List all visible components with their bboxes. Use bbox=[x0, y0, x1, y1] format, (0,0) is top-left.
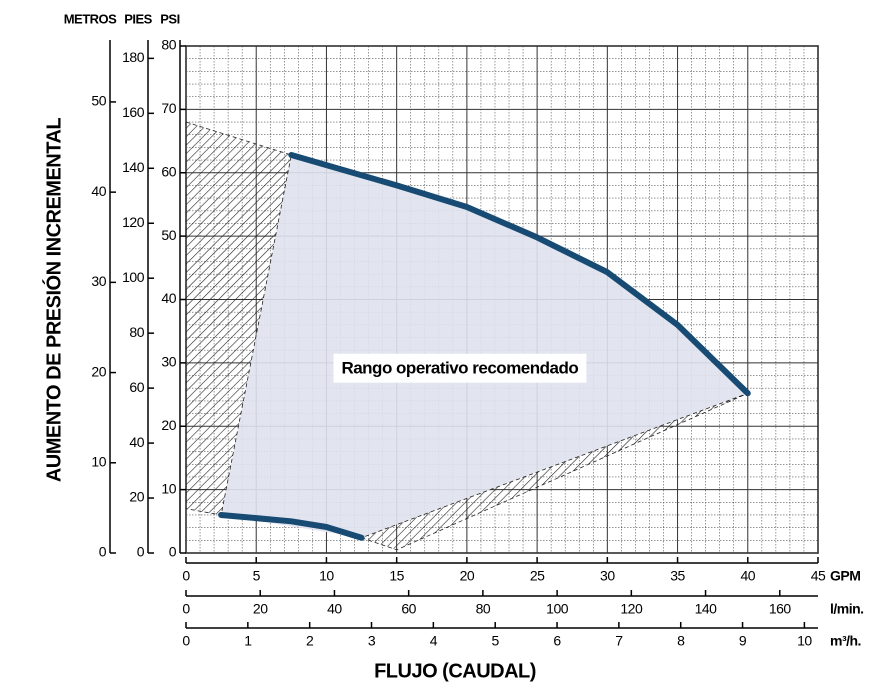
y-tick-label: 50 bbox=[161, 227, 176, 243]
x-tick-label: 10 bbox=[797, 633, 812, 649]
x-tick-label: 0 bbox=[182, 568, 190, 584]
x-axis-unit: GPM bbox=[830, 568, 860, 584]
y-tick-label: 70 bbox=[161, 100, 176, 116]
x-tick-label: 4 bbox=[430, 633, 438, 649]
x-tick-label: 30 bbox=[600, 568, 615, 584]
x-axis-unit: l/min. bbox=[830, 601, 864, 617]
x-tick-label: 0 bbox=[182, 633, 190, 649]
x-tick-label: 120 bbox=[620, 601, 643, 617]
x-tick-label: 20 bbox=[460, 568, 475, 584]
pump-curve bbox=[218, 511, 365, 541]
y-tick-label: 140 bbox=[122, 159, 145, 175]
x-tick-label: 20 bbox=[253, 601, 268, 617]
y-axis-unit: PSI bbox=[160, 11, 179, 26]
y-tick-label: 80 bbox=[161, 37, 176, 53]
y-tick-label: 80 bbox=[129, 324, 144, 340]
y-tick-label: 100 bbox=[122, 269, 145, 285]
y-tick-label: 60 bbox=[129, 379, 144, 395]
y-tick-label: 0 bbox=[137, 544, 145, 560]
y-tick-label: 60 bbox=[161, 163, 176, 179]
x-tick-label: 3 bbox=[368, 633, 376, 649]
x-tick-label: 35 bbox=[670, 568, 685, 584]
y-tick-label: 30 bbox=[91, 273, 106, 289]
y-axis-title: AUMENTO DE PRESIÓN INCREMENTAL bbox=[41, 118, 65, 483]
x-tick-label: 5 bbox=[253, 568, 261, 584]
annotation-box bbox=[333, 353, 587, 383]
x-tick-label: 10 bbox=[319, 568, 334, 584]
x-tick-label: 40 bbox=[740, 568, 755, 584]
x-axis-title: FLUJO (CAUDAL) bbox=[374, 660, 536, 682]
x-axis-unit: m³/h. bbox=[830, 633, 861, 649]
y-tick-label: 180 bbox=[122, 49, 145, 65]
y-tick-label: 50 bbox=[91, 93, 106, 109]
y-tick-label: 0 bbox=[99, 544, 107, 560]
y-tick-label: 20 bbox=[161, 417, 176, 433]
y-axis-unit: PIES bbox=[124, 11, 152, 26]
x-tick-label: 5 bbox=[492, 633, 500, 649]
x-tick-label: 1 bbox=[244, 633, 252, 649]
x-tick-label: 100 bbox=[546, 601, 569, 617]
x-tick-label: 9 bbox=[739, 633, 747, 649]
pump-curve bbox=[288, 152, 751, 397]
x-tick-label: 140 bbox=[695, 601, 718, 617]
x-tick-label: 40 bbox=[327, 601, 342, 617]
x-tick-label: 160 bbox=[769, 601, 792, 617]
y-tick-label: 40 bbox=[91, 183, 106, 199]
x-tick-label: 8 bbox=[677, 633, 685, 649]
y-tick-label: 120 bbox=[122, 214, 145, 230]
annotation: Rango operativo recomendado bbox=[341, 359, 578, 378]
y-tick-label: 30 bbox=[161, 354, 176, 370]
x-tick-label: 45 bbox=[811, 568, 826, 584]
y-tick-label: 160 bbox=[122, 104, 145, 120]
y-tick-label: 20 bbox=[91, 363, 106, 379]
y-tick-label: 20 bbox=[129, 489, 144, 505]
x-tick-label: 0 bbox=[182, 601, 190, 617]
y-tick-label: 10 bbox=[91, 453, 106, 469]
y-tick-label: 0 bbox=[169, 544, 177, 560]
y-axis-unit: METROS bbox=[64, 11, 117, 26]
x-tick-label: 7 bbox=[615, 633, 623, 649]
region bbox=[360, 392, 748, 551]
x-tick-label: 6 bbox=[553, 633, 561, 649]
x-tick-label: 80 bbox=[476, 601, 491, 617]
x-tick-label: 60 bbox=[401, 601, 416, 617]
y-tick-label: 40 bbox=[161, 290, 176, 306]
x-tick-label: 15 bbox=[389, 568, 404, 584]
region bbox=[221, 155, 748, 538]
y-tick-label: 10 bbox=[161, 480, 176, 496]
y-tick-label: 40 bbox=[129, 434, 144, 450]
x-tick-label: 2 bbox=[306, 633, 314, 649]
x-tick-label: 25 bbox=[530, 568, 545, 584]
